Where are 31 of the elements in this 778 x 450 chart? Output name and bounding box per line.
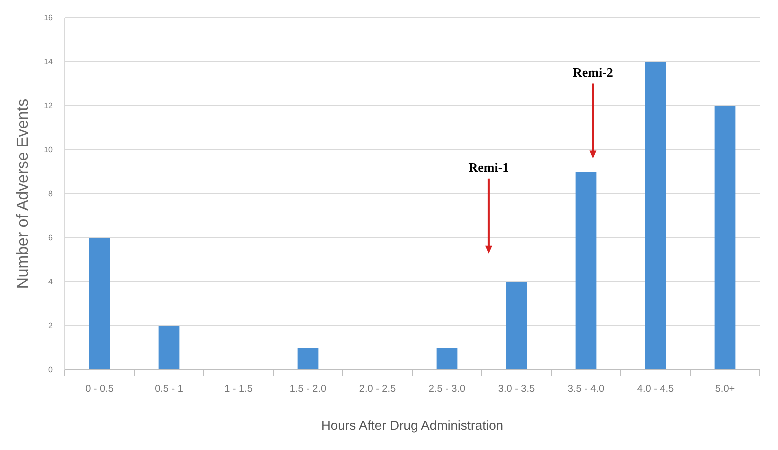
x-tick-label: 1.5 - 2.0 (290, 384, 328, 395)
y-tick-label: 16 (44, 14, 54, 23)
bar (158, 326, 180, 370)
y-tick-label: 4 (48, 278, 54, 287)
bar (714, 106, 736, 370)
x-tick-label: 0 - 0.5 (86, 384, 114, 395)
y-tick-label: 2 (48, 322, 54, 331)
annotation: Remi-2 (572, 64, 614, 80)
y-axis-title: Number of Adverse Events (15, 98, 32, 290)
x-tick-label: 2.0 - 2.5 (359, 384, 397, 395)
bar (89, 238, 110, 370)
y-tick-label: 14 (44, 58, 54, 67)
y-tick-label: 0 (48, 366, 54, 375)
y-tick-label: 8 (48, 190, 54, 199)
x-tick-label: 1 - 1.5 (224, 384, 254, 395)
bar (298, 348, 319, 370)
bar (645, 62, 666, 370)
bar (436, 348, 458, 370)
annotation: Remi-1 (468, 160, 510, 175)
x-tick-label: 4.0 - 4.5 (637, 384, 675, 395)
x-tick-label: 2.5 - 3.0 (428, 384, 466, 395)
y-tick-label: 6 (48, 234, 54, 243)
bar (506, 282, 528, 370)
y-tick-label: 12 (44, 102, 54, 111)
x-tick-label: 3.0 - 3.5 (498, 384, 536, 395)
y-tick-label: 10 (44, 146, 54, 155)
x-tick-label: 3.5 - 4.0 (568, 384, 606, 395)
bar (576, 172, 597, 370)
x-axis-title: Hours After Drug Administration (321, 418, 504, 433)
x-tick-label: 0.5 - 1 (155, 384, 184, 395)
x-tick-label: 5.0+ (715, 384, 736, 395)
